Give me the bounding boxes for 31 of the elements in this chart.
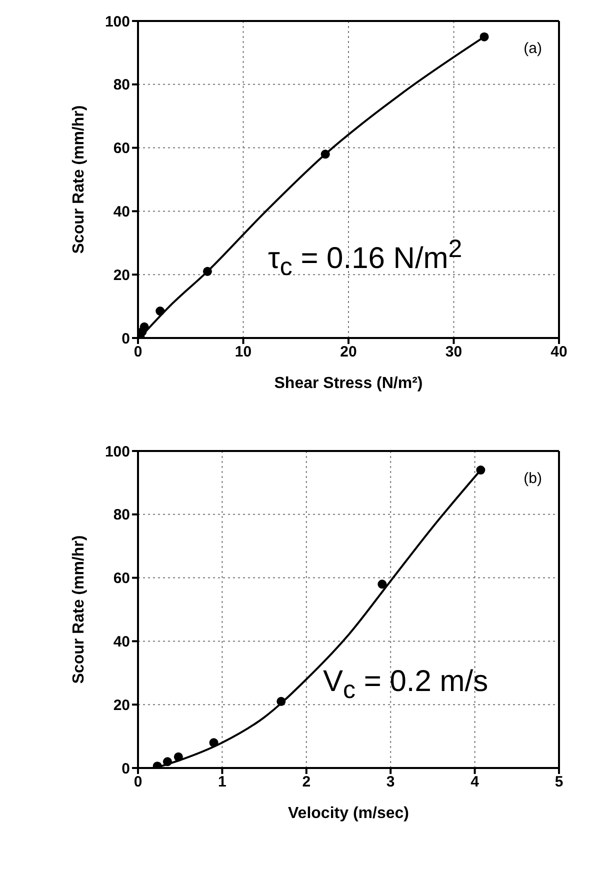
x-tick-label: 40 [550,344,568,361]
x-tick-label: 0 [134,344,142,361]
y-axis-title: Scour Rate (mm/hr) [70,105,88,254]
y-tick-label: 40 [113,204,130,221]
x-axis-title: Velocity (m/sec) [288,805,409,822]
y-tick-label: 40 [113,634,130,651]
y-tick-label: 20 [113,696,130,714]
y-tick-label: 0 [122,760,130,778]
annotation: τ$_{c}$ = 0.16 N/m$^{2}$ [268,235,462,282]
annotation: (b) [524,470,542,487]
x-tick-label: 4 [470,774,480,791]
y-tick-label: 60 [113,140,130,158]
x-tick-label: 5 [554,774,564,791]
y-tick-label: 100 [104,443,130,460]
y-tick-label: 20 [113,266,130,284]
x-tick-label: 3 [386,774,395,791]
x-axis-title: Shear Stress (N/m²) [274,375,423,392]
annotation: (a) [524,40,542,57]
y-axis-title: Scour Rate (mm/hr) [70,535,88,684]
x-tick-label: 30 [445,344,462,361]
x-tick-label: 2 [302,774,311,791]
y-tick-label: 100 [104,13,130,30]
annotation: V$_{c}$ = 0.2 m/s [323,665,488,705]
x-tick-label: 20 [340,344,357,361]
y-tick-label: 0 [122,330,130,348]
x-tick-label: 10 [234,344,252,361]
x-tick-label: 1 [218,774,226,791]
y-tick-label: 80 [113,506,130,524]
y-tick-label: 80 [113,76,130,94]
y-tick-label: 60 [113,570,130,588]
x-tick-label: 0 [134,774,142,791]
